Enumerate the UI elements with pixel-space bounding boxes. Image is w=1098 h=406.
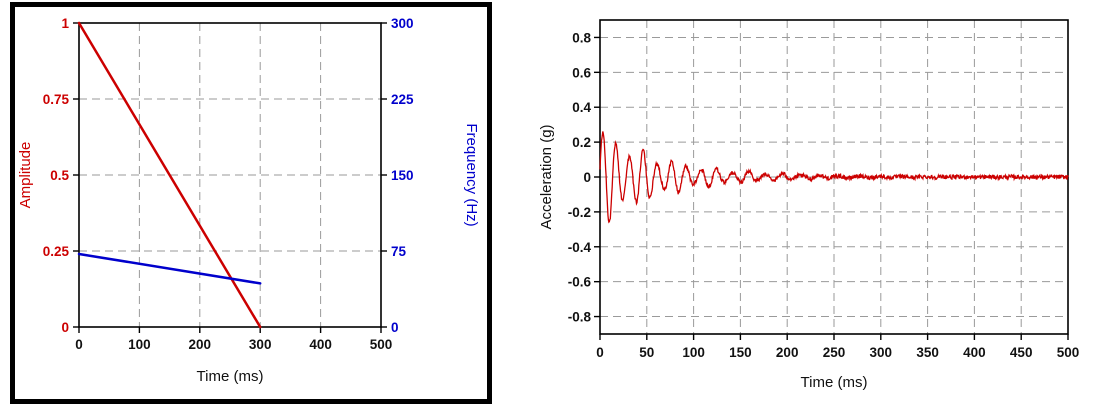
x-tick-label: 300 <box>249 337 272 352</box>
x-tick-label: 100 <box>682 345 705 360</box>
amplitude-tick-label: 0.25 <box>43 244 70 259</box>
x-tick-label: 450 <box>1010 345 1033 360</box>
frequency-tick-label: 0 <box>391 320 399 335</box>
acceleration-tick-label: 0.4 <box>572 100 591 115</box>
x-tick-label: 0 <box>75 337 83 352</box>
left-axis-ticks: 0 100 200 300 400 500 0 0.25 0.5 0.75 1 0 75 150 225 30… <box>43 16 414 352</box>
x-tick-label: 350 <box>916 345 939 360</box>
right-chart-x-axis-label: Time (ms) <box>801 374 868 391</box>
frequency-line <box>77 252 262 285</box>
x-tick-label: 200 <box>189 337 212 352</box>
frequency-tick-label: 300 <box>391 16 414 31</box>
acceleration-tick-label: -0.4 <box>568 240 592 255</box>
acceleration-tick-label: 0 <box>583 170 591 185</box>
amplitude-line <box>77 21 262 329</box>
left-y-axis-label: Amplitude <box>17 142 34 209</box>
acceleration-waveform <box>599 131 1069 224</box>
right-axis-ticks: 0 50 100 150 200 250 300 350 400 450 500 0.8 0.6 0.4 0… <box>568 30 1080 360</box>
x-tick-label: 400 <box>309 337 332 352</box>
amplitude-tick-label: 0.75 <box>43 92 70 107</box>
amplitude-tick-label: 1 <box>61 16 69 31</box>
x-tick-label: 250 <box>823 345 846 360</box>
amplitude-tick-label: 0 <box>61 320 69 335</box>
response-chart-panel: 0 50 100 150 200 250 300 350 400 450 500 0.8 0.6 0.4 0… <box>538 6 1096 400</box>
acceleration-tick-label: -0.6 <box>568 275 592 290</box>
acceleration-tick-label: 0.2 <box>572 135 591 150</box>
excitation-chart-svg: 0 100 200 300 400 500 0 0.25 0.5 0.75 1 0 75 150 225 30… <box>17 16 480 385</box>
x-tick-label: 500 <box>370 337 393 352</box>
acceleration-tick-label: -0.8 <box>568 310 592 325</box>
right-plot-layer: 0 50 100 150 200 250 300 350 400 450 500 0.8 0.6 0.4 0… <box>568 19 1080 360</box>
frequency-tick-label: 75 <box>391 244 407 259</box>
x-tick-label: 0 <box>596 345 604 360</box>
frequency-tick-label: 225 <box>391 92 414 107</box>
left-chart-x-axis-label: Time (ms) <box>197 368 264 385</box>
right-y-axis-label: Frequency (Hz) <box>463 123 480 226</box>
frequency-tick-label: 150 <box>391 168 414 183</box>
x-tick-label: 100 <box>128 337 151 352</box>
response-y-axis-label: Acceleration (g) <box>538 124 555 229</box>
acceleration-tick-label: -0.2 <box>568 205 591 220</box>
excitation-chart-panel: 0 100 200 300 400 500 0 0.25 0.5 0.75 1 0 75 150 225 30… <box>10 2 492 404</box>
amplitude-tick-label: 0.5 <box>50 168 69 183</box>
x-tick-label: 150 <box>729 345 752 360</box>
x-tick-label: 500 <box>1057 345 1080 360</box>
response-chart-svg: 0 50 100 150 200 250 300 350 400 450 500 0.8 0.6 0.4 0… <box>538 19 1080 391</box>
acceleration-tick-label: 0.8 <box>572 30 591 45</box>
x-tick-label: 400 <box>963 345 986 360</box>
acceleration-tick-label: 0.6 <box>572 65 591 80</box>
x-tick-label: 200 <box>776 345 799 360</box>
x-tick-label: 50 <box>639 345 654 360</box>
left-gridlines <box>79 23 381 327</box>
left-plot-layer: 0 100 200 300 400 500 0 0.25 0.5 0.75 1 0 75 150 225 30… <box>43 16 414 352</box>
x-tick-label: 300 <box>870 345 893 360</box>
